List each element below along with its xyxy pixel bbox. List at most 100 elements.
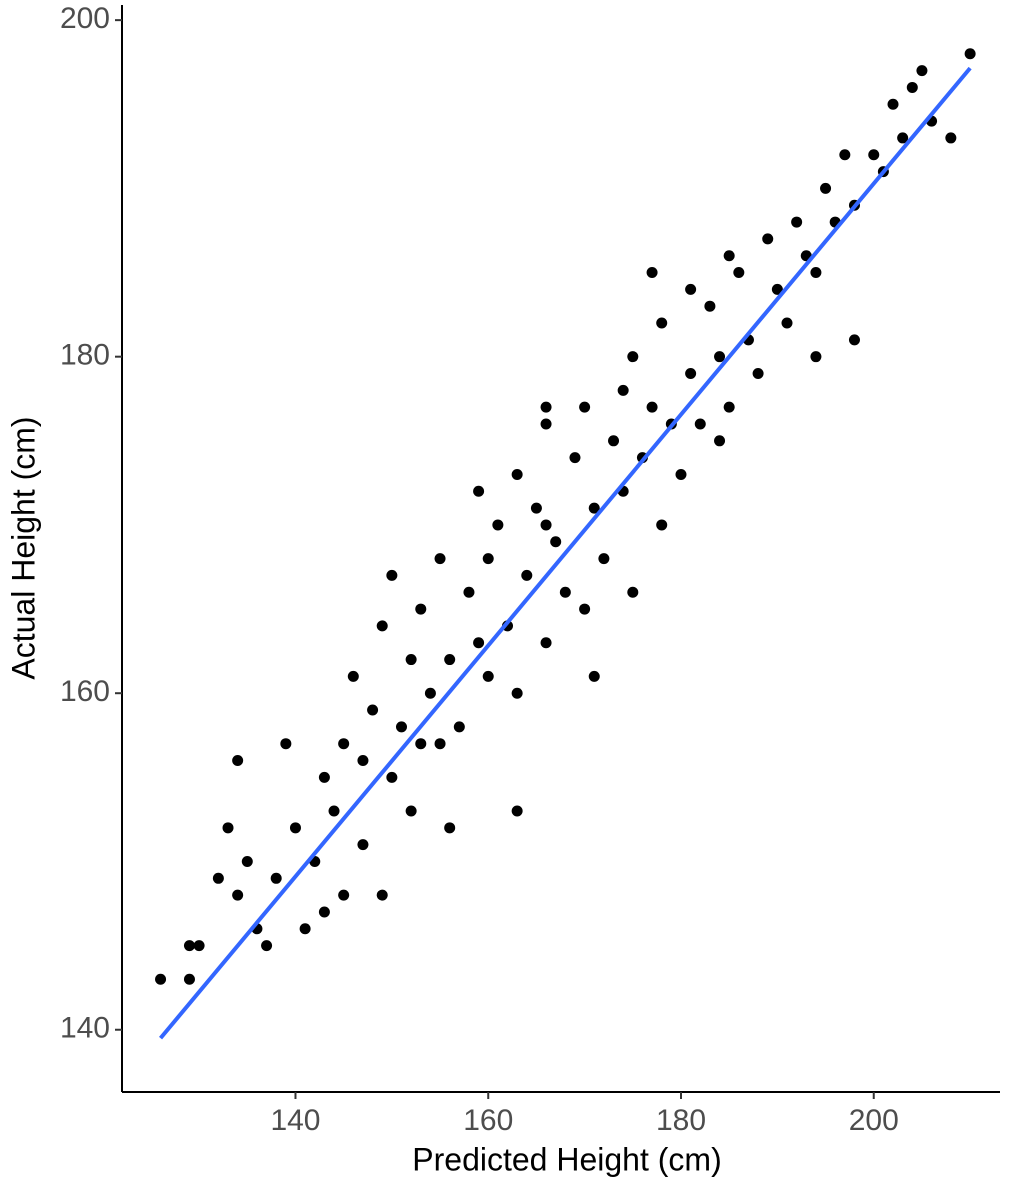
point (338, 889, 350, 901)
point (492, 519, 504, 531)
point (704, 300, 716, 312)
point (212, 872, 224, 884)
point (791, 216, 803, 228)
point (444, 654, 456, 666)
point (318, 906, 330, 918)
point (357, 839, 369, 851)
point (453, 721, 465, 733)
point (232, 889, 244, 901)
x-tick-label: 140 (270, 1104, 320, 1137)
point (511, 687, 523, 699)
point (540, 401, 552, 413)
point (318, 771, 330, 783)
point (656, 317, 668, 329)
point (434, 553, 446, 565)
y-tick-label: 200 (60, 2, 110, 35)
point (714, 435, 726, 447)
point (482, 670, 494, 682)
x-axis-title: Predicted Height (cm) (412, 1141, 721, 1177)
point (579, 603, 591, 615)
point (482, 553, 494, 565)
point (675, 468, 687, 480)
point (386, 569, 398, 581)
point (540, 637, 552, 649)
point (752, 368, 764, 380)
point (521, 569, 533, 581)
point (261, 940, 273, 952)
point (646, 401, 658, 413)
point (405, 654, 417, 666)
point (588, 502, 600, 514)
point (473, 637, 485, 649)
point (723, 401, 735, 413)
point (357, 755, 369, 767)
point (183, 973, 195, 985)
point (617, 384, 629, 396)
point (530, 502, 542, 514)
point (232, 755, 244, 767)
point (897, 132, 909, 144)
point (511, 468, 523, 480)
point (540, 418, 552, 430)
point (395, 721, 407, 733)
y-tick-label: 180 (60, 339, 110, 372)
point (588, 670, 600, 682)
point (193, 940, 205, 952)
point (280, 738, 292, 750)
regression-line (159, 66, 972, 1040)
y-axis-title: Actual Height (cm) (5, 416, 41, 679)
point (771, 283, 783, 295)
point (473, 485, 485, 497)
point (579, 401, 591, 413)
point (714, 351, 726, 363)
point (820, 182, 832, 194)
point (839, 149, 851, 161)
point (781, 317, 793, 329)
point (328, 805, 340, 817)
point (598, 553, 610, 565)
point (222, 822, 234, 834)
point (289, 822, 301, 834)
point (733, 267, 745, 279)
point (945, 132, 957, 144)
point (415, 603, 427, 615)
point (723, 250, 735, 262)
point (386, 771, 398, 783)
point (550, 536, 562, 548)
point (183, 940, 195, 952)
point (376, 889, 388, 901)
point (424, 687, 436, 699)
point (270, 872, 282, 884)
point (685, 283, 697, 295)
point (347, 670, 359, 682)
point (906, 81, 918, 93)
point (444, 822, 456, 834)
x-tick-label: 180 (656, 1104, 706, 1137)
x-tick-label: 160 (463, 1104, 513, 1137)
point (694, 418, 706, 430)
point (511, 805, 523, 817)
point (299, 923, 311, 935)
point (367, 704, 379, 716)
x-tick-label: 200 (849, 1104, 899, 1137)
point (656, 519, 668, 531)
point (810, 267, 822, 279)
point (559, 586, 571, 598)
point (415, 738, 427, 750)
point (848, 334, 860, 346)
point (569, 452, 581, 464)
point (608, 435, 620, 447)
point (627, 586, 639, 598)
point (810, 351, 822, 363)
point (540, 519, 552, 531)
point (405, 805, 417, 817)
point (463, 586, 475, 598)
point (376, 620, 388, 632)
point (868, 149, 880, 161)
point (646, 267, 658, 279)
point (155, 973, 167, 985)
point (887, 98, 899, 110)
y-tick-label: 140 (60, 1012, 110, 1045)
